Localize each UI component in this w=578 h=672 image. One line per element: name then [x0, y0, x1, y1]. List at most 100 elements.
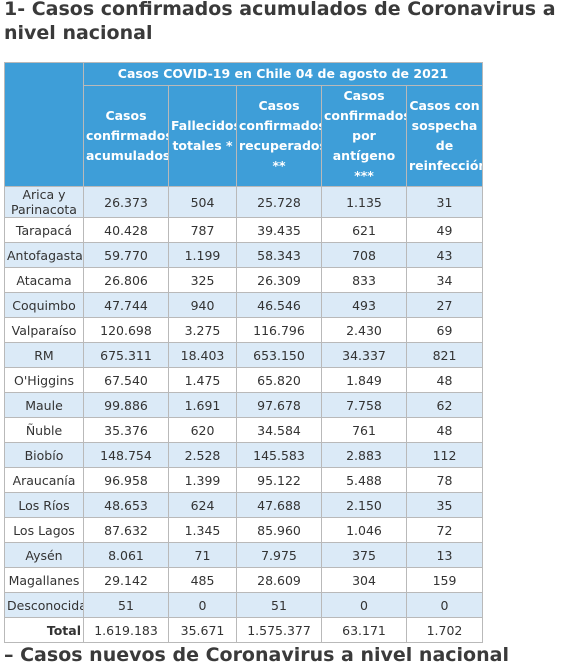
value-cell: 675.311	[83, 342, 169, 368]
value-cell: 43	[406, 242, 483, 268]
value-cell: 25.728	[236, 186, 322, 218]
value-cell: 65.820	[236, 367, 322, 393]
value-cell: 375	[321, 542, 407, 568]
value-cell: 18.403	[168, 342, 237, 368]
table-row: Maule 99.886 1.691 97.678 7.758 62	[4, 392, 483, 418]
table-body: Arica y Parinacota 26.373 504 25.728 1.135 31…	[4, 186, 483, 643]
value-cell: 39.435	[236, 217, 322, 243]
value-cell: 1.199	[168, 242, 237, 268]
column-header: Casos confirmados por antígeno ***	[321, 85, 407, 187]
value-cell: 821	[406, 342, 483, 368]
value-cell: 7.975	[236, 542, 322, 568]
total-cell: 1.702	[406, 617, 483, 643]
value-cell: 34.337	[321, 342, 407, 368]
column-header: Casos confirmados recuperados **	[236, 85, 322, 187]
value-cell: 87.632	[83, 517, 169, 543]
value-cell: 325	[168, 267, 237, 293]
value-cell: 2.883	[321, 442, 407, 468]
value-cell: 2.150	[321, 492, 407, 518]
value-cell: 67.540	[83, 367, 169, 393]
value-cell: 708	[321, 242, 407, 268]
value-cell: 7.758	[321, 392, 407, 418]
value-cell: 1.475	[168, 367, 237, 393]
table-row: Tarapacá 40.428 787 39.435 621 49	[4, 217, 483, 243]
value-cell: 47.688	[236, 492, 322, 518]
table-row: Arica y Parinacota 26.373 504 25.728 1.135 31	[4, 186, 483, 218]
value-cell: 35	[406, 492, 483, 518]
value-cell: 653.150	[236, 342, 322, 368]
value-cell: 47.744	[83, 292, 169, 318]
total-cell: 1.575.377	[236, 617, 322, 643]
total-cell: 1.619.183	[83, 617, 169, 643]
region-cell: Antofagasta	[4, 242, 84, 268]
value-cell: 27	[406, 292, 483, 318]
value-cell: 0	[321, 592, 407, 618]
value-cell: 34	[406, 267, 483, 293]
covid-table: Casos COVID-19 en Chile 04 de agosto de …	[4, 62, 483, 643]
table-row: Atacama 26.806 325 26.309 833 34	[4, 267, 483, 293]
value-cell: 26.309	[236, 267, 322, 293]
value-cell: 99.886	[83, 392, 169, 418]
region-cell: Los Ríos	[4, 492, 84, 518]
table-row: Valparaíso 120.698 3.275 116.796 2.430 69	[4, 317, 483, 343]
value-cell: 621	[321, 217, 407, 243]
value-cell: 3.275	[168, 317, 237, 343]
region-cell: Ñuble	[4, 417, 84, 443]
value-cell: 112	[406, 442, 483, 468]
table-row: Desconocida 51 0 51 0 0	[4, 592, 483, 618]
value-cell: 116.796	[236, 317, 322, 343]
value-cell: 624	[168, 492, 237, 518]
value-cell: 85.960	[236, 517, 322, 543]
region-cell: Biobío	[4, 442, 84, 468]
value-cell: 34.584	[236, 417, 322, 443]
region-cell: Los Lagos	[4, 517, 84, 543]
value-cell: 31	[406, 186, 483, 218]
table-row: Aysén 8.061 71 7.975 375 13	[4, 542, 483, 568]
column-header: Casos confirmados acumulados	[83, 85, 169, 187]
total-cell: 63.171	[321, 617, 407, 643]
value-cell: 940	[168, 292, 237, 318]
total-label: Total	[4, 617, 84, 643]
value-cell: 2.528	[168, 442, 237, 468]
value-cell: 8.061	[83, 542, 169, 568]
value-cell: 48	[406, 367, 483, 393]
value-cell: 51	[236, 592, 322, 618]
region-cell: Tarapacá	[4, 217, 84, 243]
value-cell: 59.770	[83, 242, 169, 268]
value-cell: 761	[321, 417, 407, 443]
value-cell: 26.806	[83, 267, 169, 293]
total-row: Total 1.619.183 35.671 1.575.377 63.171 1.702	[4, 617, 483, 643]
value-cell: 35.376	[83, 417, 169, 443]
region-cell: RM	[4, 342, 84, 368]
value-cell: 145.583	[236, 442, 322, 468]
value-cell: 46.546	[236, 292, 322, 318]
value-cell: 159	[406, 567, 483, 593]
value-cell: 2.430	[321, 317, 407, 343]
corner-cell	[4, 62, 84, 187]
region-cell: Magallanes	[4, 567, 84, 593]
column-header-row: Casos confirmados acumulados Fallecidos t…	[5, 85, 483, 187]
value-cell: 120.698	[83, 317, 169, 343]
value-cell: 0	[168, 592, 237, 618]
value-cell: 40.428	[83, 217, 169, 243]
value-cell: 787	[168, 217, 237, 243]
table-header: Casos COVID-19 en Chile 04 de agosto de …	[4, 62, 483, 187]
column-header: Casos con sospecha de reinfección	[406, 85, 483, 187]
value-cell: 13	[406, 542, 483, 568]
table-row: Araucanía 96.958 1.399 95.122 5.488 78	[4, 467, 483, 493]
value-cell: 0	[406, 592, 483, 618]
value-cell: 72	[406, 517, 483, 543]
value-cell: 148.754	[83, 442, 169, 468]
region-cell: Desconocida	[4, 592, 84, 618]
table-row: Antofagasta 59.770 1.199 58.343 708 43	[4, 242, 483, 268]
table-row: RM 675.311 18.403 653.150 34.337 821	[4, 342, 483, 368]
value-cell: 1.046	[321, 517, 407, 543]
region-cell: Valparaíso	[4, 317, 84, 343]
value-cell: 95.122	[236, 467, 322, 493]
value-cell: 1.691	[168, 392, 237, 418]
column-header: Fallecidos totales *	[168, 85, 237, 187]
table-row: Los Ríos 48.653 624 47.688 2.150 35	[4, 492, 483, 518]
table-row: O'Higgins 67.540 1.475 65.820 1.849 48	[4, 367, 483, 393]
value-cell: 96.958	[83, 467, 169, 493]
